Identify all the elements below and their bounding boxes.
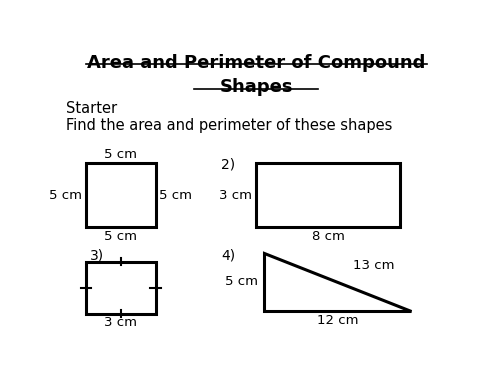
Text: 5 cm: 5 cm (225, 275, 258, 288)
Text: 3): 3) (90, 249, 104, 262)
Text: Starter: Starter (66, 101, 118, 116)
Text: 13 cm: 13 cm (353, 259, 395, 272)
Text: Shapes: Shapes (220, 78, 293, 96)
Text: 5 cm: 5 cm (160, 189, 192, 202)
Text: 4): 4) (222, 249, 235, 262)
Text: 5 cm: 5 cm (104, 230, 137, 243)
Bar (256, 164, 400, 227)
Text: 2): 2) (222, 158, 235, 172)
Text: 3 cm: 3 cm (220, 189, 252, 202)
Text: 8 cm: 8 cm (312, 230, 344, 243)
Bar (86, 164, 156, 227)
Text: 12 cm: 12 cm (317, 314, 358, 327)
Text: 5 cm: 5 cm (49, 189, 82, 202)
Polygon shape (264, 253, 411, 310)
Text: Find the area and perimeter of these shapes: Find the area and perimeter of these sha… (66, 118, 393, 133)
Text: Area and Perimeter of Compound: Area and Perimeter of Compound (87, 54, 426, 72)
Bar (86, 262, 156, 314)
Text: 3 cm: 3 cm (104, 316, 137, 329)
Text: 5 cm: 5 cm (104, 147, 137, 160)
